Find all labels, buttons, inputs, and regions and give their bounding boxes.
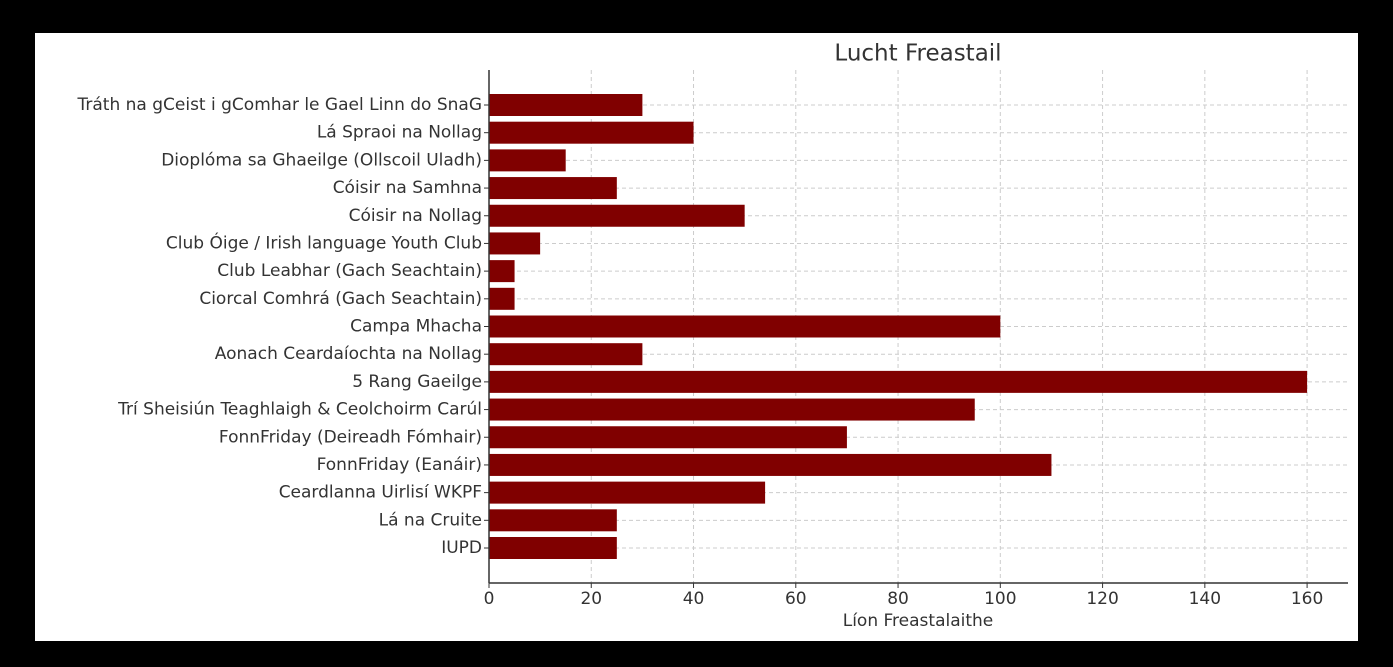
bar: [489, 426, 847, 449]
y-tick-label: Trí Sheisiún Teaghlaigh & Ceolchoirm Car…: [117, 400, 482, 420]
bar: [489, 94, 643, 116]
y-tick-label: Tráth na gCeist i gComhar le Gael Linn d…: [77, 95, 483, 115]
bar: [489, 315, 1001, 338]
bar: [489, 260, 515, 283]
bar: [489, 398, 975, 421]
x-tick-label: 60: [785, 589, 807, 609]
bar: [489, 453, 1052, 476]
y-tick-label: Club Leabhar (Gach Seachtain): [217, 261, 482, 281]
bar: [489, 121, 694, 144]
x-tick-label: 80: [887, 589, 909, 609]
y-tick-label: Dioplóma sa Ghaeilge (Ollscoil Uladh): [161, 150, 482, 170]
y-tick-label: Lá na Cruite: [379, 510, 482, 530]
y-tick-label: Aonach Ceardaíochta na Nollag: [215, 344, 482, 364]
bar: [489, 232, 541, 255]
x-axis-label: Líon Freastalaithe: [843, 611, 994, 631]
x-tick-label: 20: [580, 589, 602, 609]
x-tick-label: 120: [1086, 589, 1118, 609]
bar: [489, 509, 617, 532]
bar: [489, 537, 617, 559]
x-tick-label: 140: [1189, 589, 1221, 609]
bar: [489, 343, 643, 366]
y-tick-label: Ceardlanna Uirlisí WKPF: [279, 483, 482, 503]
y-tick-label: Cóisir na Samhna: [333, 178, 482, 198]
bar: [489, 370, 1308, 393]
y-tick-label: Club Óige / Irish language Youth Club: [166, 231, 482, 253]
y-tick-label: FonnFriday (Deireadh Fómhair): [219, 427, 482, 447]
x-tick-label: 100: [984, 589, 1016, 609]
chart-title: Lucht Freastail: [834, 41, 1001, 67]
y-tick-label: IUPD: [441, 538, 482, 558]
y-tick-label: Cóisir na Nollag: [349, 206, 482, 226]
bar: [489, 287, 515, 310]
bar: [489, 481, 766, 504]
bar: [489, 204, 745, 227]
y-tick-label: Ciorcal Comhrá (Gach Seachtain): [199, 289, 482, 309]
x-tick-label: 0: [484, 589, 495, 609]
y-tick-label: Lá Spraoi na Nollag: [317, 123, 482, 143]
y-tick-label: 5 Rang Gaeilge: [352, 372, 482, 392]
bar: [489, 177, 617, 200]
x-tick-label: 160: [1291, 589, 1323, 609]
y-tick-label: FonnFriday (Eanáir): [317, 455, 482, 475]
y-tick-label: Campa Mhacha: [350, 317, 482, 337]
x-tick-label: 40: [683, 589, 705, 609]
bar: [489, 149, 566, 172]
